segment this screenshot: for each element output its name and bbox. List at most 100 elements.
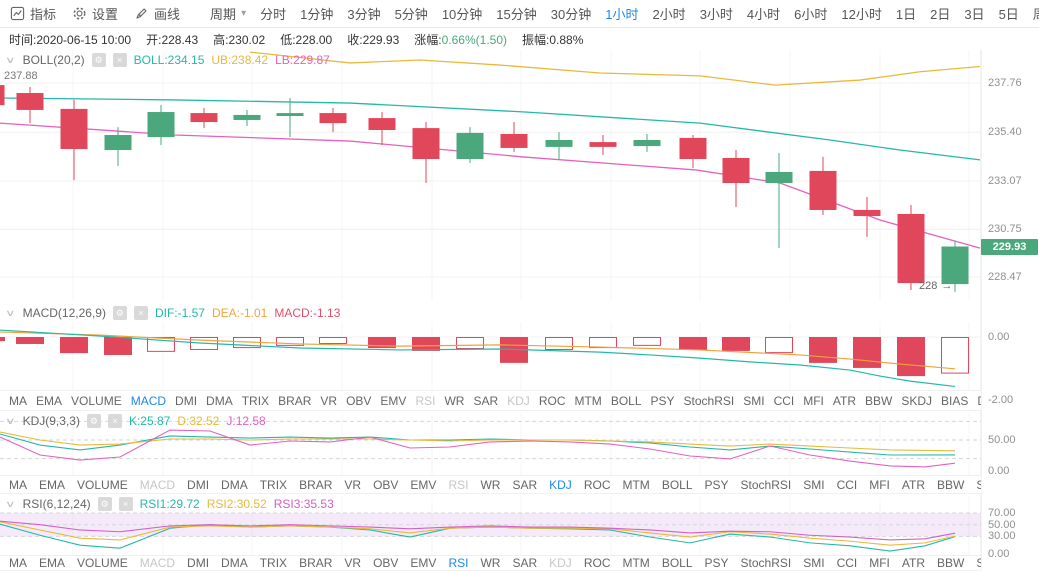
timeframe-item[interactable]: 1小时 (605, 7, 639, 22)
tab-brar[interactable]: BRAR (299, 477, 333, 492)
tab-boll[interactable]: BOLL (661, 556, 693, 570)
timeframe-item[interactable]: 周K (1033, 4, 1039, 23)
tab-volume[interactable]: VOLUME (77, 556, 128, 570)
tab-ema[interactable]: EMA (39, 477, 66, 492)
tab-macd[interactable]: MACD (130, 393, 167, 408)
collapse-icon[interactable]: ∨ (5, 307, 16, 318)
timeframe-item[interactable]: 3日 (964, 7, 985, 22)
tab-kdj[interactable]: KDJ (507, 393, 530, 408)
tab-dmi[interactable]: DMI (175, 393, 198, 408)
tab-ma[interactable]: MA (9, 393, 27, 408)
tab-mtm[interactable]: MTM (622, 556, 650, 570)
tab-brar[interactable]: BRAR (299, 556, 333, 570)
tab-roc[interactable]: ROC (583, 556, 611, 570)
tab-dmi[interactable]: DMI (187, 477, 210, 492)
timeframe-item[interactable]: 1日 (895, 7, 917, 22)
timeframe-item[interactable]: 12小时 (841, 7, 882, 22)
pane-settings-icon[interactable]: ⚙ (86, 414, 101, 428)
tab-vr[interactable]: VR (320, 393, 338, 408)
timeframe-item[interactable]: 3分钟 (347, 7, 381, 22)
timeframe-item[interactable]: 5日 (998, 7, 1019, 22)
tab-rsi[interactable]: RSI (448, 556, 469, 570)
tab-macd[interactable]: MACD (139, 556, 176, 570)
collapse-icon[interactable]: ∨ (5, 415, 16, 426)
tab-psy[interactable]: PSY (704, 556, 729, 570)
tab-kdj[interactable]: KDJ (549, 477, 572, 492)
tab-dma[interactable]: DMA (206, 393, 233, 408)
settings-button[interactable]: 设置 (72, 4, 118, 23)
tab-bbw[interactable]: BBW (937, 477, 965, 492)
timeframe-item[interactable]: 5分钟 (394, 7, 428, 22)
tab-roc[interactable]: ROC (583, 477, 611, 492)
pane-close-icon[interactable]: × (112, 53, 127, 67)
collapse-icon[interactable]: ∨ (5, 54, 16, 65)
tab-atr[interactable]: ATR (901, 556, 926, 570)
tab-skdj[interactable]: SKDJ (976, 478, 981, 492)
tab-mfi[interactable]: MFI (869, 556, 890, 570)
tab-stochrsi[interactable]: StochRSI (740, 556, 792, 570)
tab-ma[interactable]: MA (9, 556, 27, 570)
pane-close-icon[interactable]: × (133, 306, 148, 320)
tab-kdj[interactable]: KDJ (549, 556, 572, 570)
tab-dma[interactable]: DMA (221, 556, 248, 570)
tab-wr[interactable]: WR (480, 556, 501, 570)
tab-dma[interactable]: DMA (221, 477, 248, 492)
tab-vr[interactable]: VR (344, 477, 362, 492)
tab-trix[interactable]: TRIX (259, 477, 288, 492)
timeframe-item[interactable]: 分时 (260, 7, 287, 22)
tab-smi[interactable]: SMI (743, 393, 765, 408)
tab-wr[interactable]: WR (480, 477, 501, 492)
tab-psy[interactable]: PSY (704, 477, 729, 492)
timeframe-item[interactable]: 10分钟 (441, 7, 483, 22)
tab-ema[interactable]: EMA (36, 393, 63, 408)
tab-obv[interactable]: OBV (346, 393, 372, 408)
tab-smi[interactable]: SMI (803, 556, 825, 570)
tab-ma[interactable]: MA (9, 477, 27, 492)
tab-boll[interactable]: BOLL (610, 393, 642, 408)
tab-psy[interactable]: PSY (650, 393, 675, 408)
timeframe-item[interactable]: 15分钟 (496, 7, 537, 22)
timeframe-item[interactable]: 30分钟 (550, 7, 592, 22)
tab-smi[interactable]: SMI (803, 477, 825, 492)
tab-mfi[interactable]: MFI (803, 393, 824, 408)
tab-volume[interactable]: VOLUME (77, 477, 128, 492)
period-dropdown[interactable]: 周期 ▾ (210, 4, 246, 23)
tab-mtm[interactable]: MTM (574, 393, 602, 408)
pane-close-icon[interactable]: × (107, 414, 122, 428)
tab-roc[interactable]: ROC (538, 393, 566, 408)
tab-emv[interactable]: EMV (410, 556, 437, 570)
tab-mtm[interactable]: MTM (622, 477, 650, 492)
tab-cci[interactable]: CCI (836, 477, 858, 492)
tab-cci[interactable]: CCI (836, 556, 858, 570)
timeframe-item[interactable]: 2日 (930, 7, 951, 22)
tab-obv[interactable]: OBV (373, 556, 399, 570)
tab-sar[interactable]: SAR (512, 477, 538, 492)
tab-brar[interactable]: BRAR (278, 393, 312, 408)
tab-emv[interactable]: EMV (410, 477, 437, 492)
tab-atr[interactable]: ATR (901, 477, 926, 492)
tab-stochrsi[interactable]: StochRSI (683, 393, 735, 408)
tab-bbw[interactable]: BBW (865, 393, 893, 408)
tab-dpo[interactable]: DPO (977, 394, 981, 408)
tab-sar[interactable]: SAR (473, 393, 499, 408)
tab-emv[interactable]: EMV (380, 393, 407, 408)
tab-stochrsi[interactable]: StochRSI (740, 477, 792, 492)
pane-settings-icon[interactable]: ⚙ (97, 497, 112, 511)
tab-sar[interactable]: SAR (512, 556, 538, 570)
tab-ema[interactable]: EMA (39, 556, 66, 570)
tab-macd[interactable]: MACD (139, 477, 176, 492)
tab-mfi[interactable]: MFI (869, 477, 890, 492)
tab-trix[interactable]: TRIX (241, 393, 270, 408)
tab-skdj[interactable]: SKDJ (901, 393, 933, 408)
indicators-button[interactable]: 指标 (10, 4, 56, 23)
tab-boll[interactable]: BOLL (661, 477, 693, 492)
pane-settings-icon[interactable]: ⚙ (112, 306, 127, 320)
tab-bbw[interactable]: BBW (937, 556, 965, 570)
timeframe-item[interactable]: 6小时 (794, 7, 828, 22)
tab-cci[interactable]: CCI (773, 393, 795, 408)
pane-close-icon[interactable]: × (118, 497, 133, 511)
tab-vr[interactable]: VR (344, 556, 362, 570)
tab-volume[interactable]: VOLUME (71, 393, 122, 408)
timeframe-item[interactable]: 1分钟 (300, 7, 334, 22)
timeframe-item[interactable]: 3小时 (699, 7, 733, 22)
